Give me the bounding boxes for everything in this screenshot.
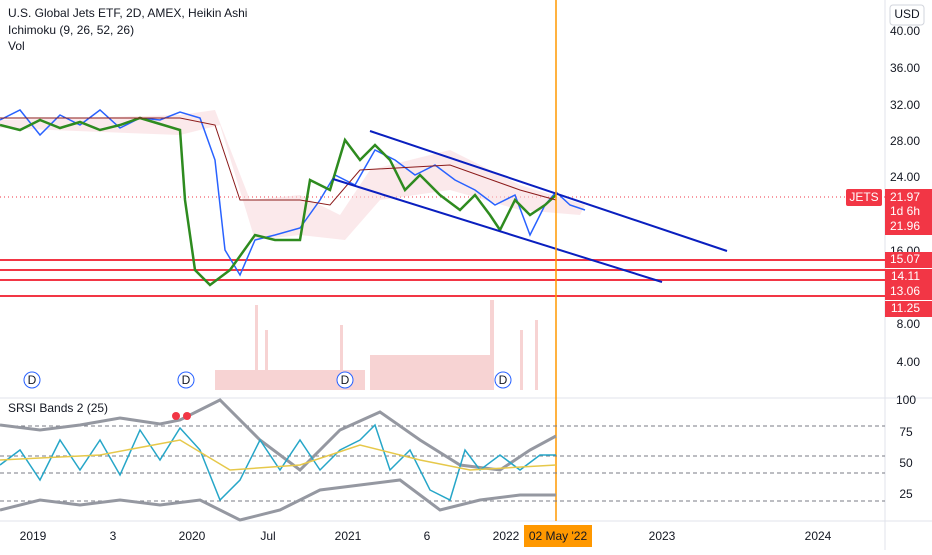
level-tag: [885, 301, 932, 317]
time-axis-label: 3: [110, 529, 117, 543]
dividend-marker: D: [341, 373, 350, 387]
oscillator-title: SRSI Bands 2 (25): [8, 401, 108, 415]
symbol-tag: [846, 189, 882, 206]
base-line: [0, 117, 557, 206]
support-lines: [0, 259, 885, 297]
level-label: 15.07: [890, 252, 920, 266]
level-label: 14.11: [891, 269, 920, 283]
oscillator-levels: [0, 425, 885, 502]
prev-price: 21.96: [890, 219, 920, 233]
time-axis-label: 6: [424, 529, 431, 543]
signal-dot: [183, 412, 191, 420]
price-axis-label: 28.00: [890, 134, 920, 148]
chart-title: U.S. Global Jets ETF, 2D, AMEX, Heikin A…: [8, 6, 247, 20]
oscillator-axis-label: 75: [899, 425, 913, 439]
dividend-marker: D: [28, 373, 37, 387]
countdown: 1d 6h: [890, 204, 920, 218]
channel: [332, 130, 728, 283]
time-axis-label: 2022: [493, 529, 520, 543]
lagging-span: [0, 116, 557, 287]
level-tag: [885, 284, 932, 300]
price-line: [0, 109, 586, 277]
price-axis-label: 24.00: [890, 170, 920, 184]
srsi-line: [0, 423, 556, 502]
ichimoku-cloud: [0, 110, 585, 240]
last-price: 21.97: [890, 190, 920, 204]
level-tag: [885, 252, 932, 268]
level-label: 13.06: [890, 284, 920, 298]
signal-line: [0, 439, 557, 471]
currency-label: USD: [894, 7, 920, 21]
price-axis-label: 36.00: [890, 61, 920, 75]
price-axis-label: 4.00: [897, 355, 921, 369]
signal-dot: [172, 412, 180, 420]
time-axis-label: Jul: [260, 529, 275, 543]
indicator-label: Ichimoku (9, 26, 52, 26): [8, 23, 134, 37]
oscillator-axis-label: 25: [899, 487, 913, 501]
price-axis-label: 8.00: [897, 317, 921, 331]
time-axis-label: 2023: [649, 529, 676, 543]
lower-band: [0, 478, 556, 522]
time-axis-label: 2021: [335, 529, 362, 543]
oscillator-axis-label: 50: [899, 456, 913, 470]
symbol-tag-label: JETS: [849, 190, 878, 204]
price-axis-label: 40.00: [890, 24, 920, 38]
currency-button[interactable]: [889, 4, 925, 26]
last-price-tag: [885, 189, 932, 235]
dividend-marker: D: [182, 373, 191, 387]
cursor-date: 02 May '22: [529, 529, 588, 543]
dividend-markers: D D D D: [23, 371, 512, 389]
volume-bars: [215, 300, 538, 390]
time-axis-label: 2019: [20, 529, 47, 543]
level-tag: [885, 269, 932, 285]
volume-label: Vol: [8, 39, 25, 53]
cursor-date-tag: [524, 525, 592, 547]
price-axis-label: 32.00: [890, 98, 920, 112]
upper-band: [0, 398, 557, 472]
time-axis-label: 2020: [179, 529, 206, 543]
level-label: 11.25: [891, 301, 920, 315]
time-axis-label: 2024: [805, 529, 832, 543]
dividend-marker: D: [499, 373, 508, 387]
oscillator-axis-label: 100: [896, 393, 916, 407]
